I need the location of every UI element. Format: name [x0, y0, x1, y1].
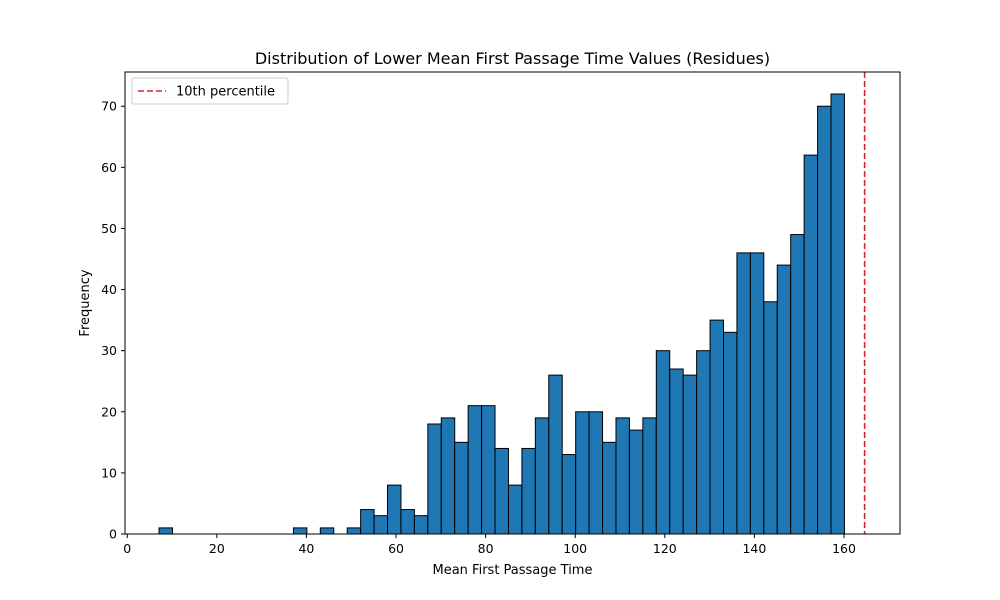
histogram-bar	[373, 515, 389, 535]
x-axis-label: Mean First Passage Time	[433, 563, 593, 578]
y-tick-label: 0	[109, 527, 117, 542]
histogram-bar	[440, 417, 456, 535]
bars-group	[158, 93, 845, 535]
legend: 10th percentile	[131, 77, 289, 105]
histogram-bar	[776, 264, 792, 535]
histogram-bar	[790, 234, 805, 535]
plot-frame	[124, 71, 901, 535]
x-tick-label: 100	[563, 541, 587, 556]
histogram-bar	[400, 509, 415, 535]
histogram-bar	[642, 417, 657, 535]
histogram-bar	[615, 417, 630, 535]
histogram-bar	[722, 331, 738, 535]
histogram-bar	[534, 417, 550, 535]
histogram-bar	[736, 252, 751, 535]
histogram-bar	[817, 105, 832, 535]
x-tick-label: 0	[123, 541, 131, 556]
x-tick-label: 20	[209, 541, 225, 556]
y-tick-label: 20	[101, 404, 117, 419]
histogram-bar	[454, 441, 469, 535]
histogram-bar	[561, 454, 577, 535]
histogram-bar	[709, 319, 724, 535]
y-tick-label: 50	[101, 221, 117, 236]
x-tick-label: 80	[478, 541, 494, 556]
histogram-bar	[158, 527, 173, 535]
x-axis-ticks: 0 20 40 60 80 100 120 140 160	[123, 534, 856, 556]
histogram-bar	[494, 447, 509, 535]
x-tick-label: 60	[388, 541, 404, 556]
histogram-bar	[413, 515, 429, 535]
histogram-bar	[669, 368, 684, 535]
y-tick-label: 60	[101, 160, 117, 175]
histogram-bar	[507, 484, 523, 535]
y-tick-label: 70	[101, 99, 117, 114]
histogram-bar	[575, 411, 590, 535]
histogram-bar	[467, 405, 483, 535]
histogram-bar	[602, 441, 617, 535]
y-axis-ticks: 0 10 20 30 40 50 60 70	[101, 99, 125, 542]
x-tick-label: 160	[832, 541, 856, 556]
histogram-bar	[346, 527, 362, 535]
histogram-bar	[830, 93, 845, 535]
histogram-bar	[696, 350, 711, 535]
legend-label: 10th percentile	[176, 85, 275, 100]
histogram-bar	[521, 447, 536, 535]
histogram-bar	[387, 484, 402, 535]
histogram-bar	[319, 527, 335, 535]
histogram-bar	[763, 301, 778, 535]
x-tick-label: 140	[742, 541, 766, 556]
x-tick-label: 40	[298, 541, 314, 556]
y-tick-label: 10	[101, 465, 117, 480]
legend-box	[131, 77, 289, 105]
histogram-bar	[655, 350, 671, 535]
histogram-bar	[749, 252, 765, 535]
histogram-bar	[628, 429, 644, 535]
histogram-bar	[803, 154, 819, 535]
x-tick-label: 120	[653, 541, 677, 556]
histogram-bar	[682, 374, 698, 535]
y-axis-label: Frequency	[78, 269, 93, 336]
y-tick-label: 40	[101, 282, 117, 297]
histogram-bar	[588, 411, 604, 535]
histogram-bar	[427, 423, 442, 535]
histogram-bar	[548, 374, 563, 535]
histogram-bar	[360, 509, 375, 535]
chart-title: Distribution of Lower Mean First Passage…	[255, 49, 770, 68]
y-tick-label: 30	[101, 343, 117, 358]
histogram-bar	[481, 405, 496, 535]
histogram-bar	[292, 527, 308, 535]
